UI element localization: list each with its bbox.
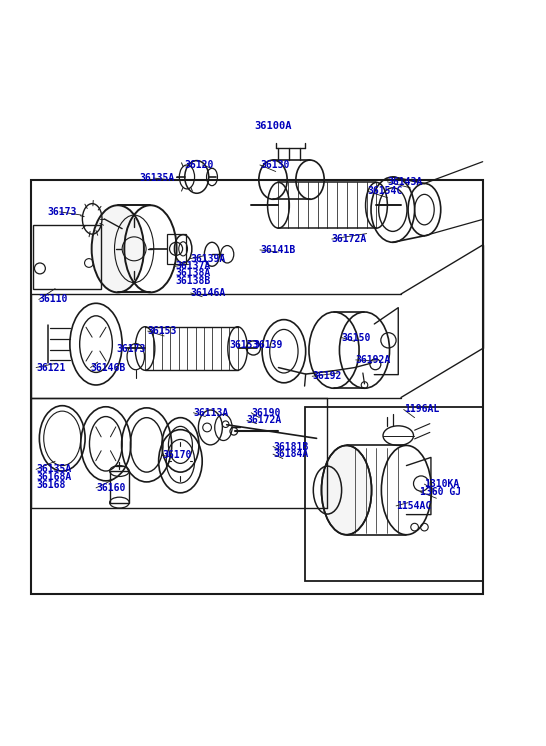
Text: 36192: 36192 [312, 372, 342, 381]
Text: 36150: 36150 [342, 333, 371, 342]
Text: 36146A: 36146A [191, 288, 226, 298]
Text: 36173: 36173 [47, 207, 76, 217]
Text: 36135A: 36135A [140, 173, 175, 183]
Text: 36154C: 36154C [367, 186, 402, 196]
Text: 1310KA: 1310KA [424, 479, 460, 489]
Text: 36110: 36110 [39, 295, 68, 304]
Text: 36184A: 36184A [273, 449, 308, 459]
Bar [31, 180, 483, 594]
Text: 36146B: 36146B [91, 363, 126, 372]
Text: 36153: 36153 [148, 326, 177, 336]
Text: 36121: 36121 [36, 363, 66, 372]
Text: 36160: 36160 [96, 483, 126, 493]
Text: 36138A: 36138A [175, 269, 210, 278]
Text: 36139A: 36139A [190, 254, 225, 263]
Text: 36170: 36170 [162, 451, 191, 460]
Text: 36139: 36139 [253, 340, 283, 350]
Text: 36143A: 36143A [387, 177, 423, 186]
Ellipse shape [92, 205, 144, 292]
Text: 36135A: 36135A [36, 465, 72, 474]
Text: 36113A: 36113A [193, 408, 229, 418]
Text: 36120: 36120 [185, 160, 214, 170]
Text: 36173: 36173 [117, 344, 146, 354]
Text: 1360 GJ: 1360 GJ [420, 486, 461, 497]
Text: 36153: 36153 [229, 340, 259, 350]
Text: 36181B: 36181B [273, 442, 308, 451]
Bar [305, 407, 483, 581]
Bar [110, 471, 129, 503]
Text: 36137A: 36137A [175, 261, 210, 272]
Text: 1154AC: 1154AC [396, 501, 431, 511]
Text: 36190: 36190 [251, 408, 281, 418]
Text: 36168A: 36168A [36, 472, 72, 482]
Text: 36192A: 36192A [356, 355, 391, 365]
Text: 1196AL: 1196AL [403, 404, 439, 415]
Text: 36100A: 36100A [254, 122, 292, 131]
Ellipse shape [322, 445, 372, 535]
Text: 36172A: 36172A [332, 234, 367, 244]
Bar [33, 225, 101, 289]
Text: 36138B: 36138B [175, 276, 210, 286]
Text: 36168: 36168 [36, 480, 66, 489]
Text: 36172A: 36172A [247, 416, 282, 425]
Text: 36130: 36130 [260, 160, 289, 170]
Bar [167, 233, 186, 264]
Text: 36141B: 36141B [260, 245, 295, 255]
